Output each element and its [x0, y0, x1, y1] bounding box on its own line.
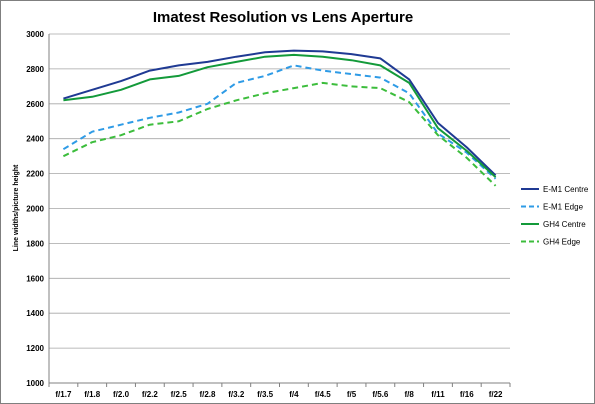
y-tick-label: 2200 [26, 170, 44, 179]
x-tick-label: f/2.2 [142, 390, 159, 399]
y-axis-label: Line widths/picture height [13, 164, 20, 251]
y-tick-label: 1600 [26, 274, 44, 283]
x-tick-label: f/2.8 [199, 390, 216, 399]
series-line-gh4-centre [63, 53, 497, 178]
y-tick-label: 1000 [26, 379, 44, 388]
x-tick-label: f/22 [489, 390, 503, 399]
y-tick-label: 3000 [26, 30, 44, 39]
x-tick-label: f/2.5 [171, 390, 188, 399]
legend-label: GH4 Edge [543, 238, 581, 247]
x-tick-label: f/3.2 [228, 390, 245, 399]
y-tick-label: 2400 [26, 135, 44, 144]
legend-label: GH4 Centre [543, 220, 586, 229]
y-tick-label: 2000 [26, 205, 44, 214]
x-tick-label: f/1.8 [84, 390, 101, 399]
series-line-gh4-edge [62, 81, 497, 187]
series-line-e-m1-centre [63, 49, 497, 177]
gridlines [49, 33, 510, 384]
x-tick-label: f/1.7 [55, 390, 72, 399]
y-tick-label: 2800 [26, 65, 44, 74]
y-tick-label: 2600 [26, 100, 44, 109]
x-tick-label: f/2.0 [113, 390, 130, 399]
x-tick-label: f/5.6 [372, 390, 389, 399]
y-tick-label: 1200 [26, 344, 44, 353]
legend-label: E-M1 Edge [543, 203, 584, 212]
x-tick-label: f/3.5 [257, 390, 274, 399]
x-tick-label: f/16 [460, 390, 474, 399]
chart-title: Imatest Resolution vs Lens Aperture [153, 9, 413, 26]
x-tick-label: f/8 [404, 390, 414, 399]
series-line-e-m1-edge [62, 64, 497, 180]
legend-label: E-M1 Centre [543, 185, 589, 194]
x-tick-label: f/4.5 [315, 390, 332, 399]
x-tick-label: f/11 [431, 390, 445, 399]
x-tick-label: f/4 [289, 390, 299, 399]
x-tick-label: f/5 [347, 390, 357, 399]
series-lines [62, 49, 497, 187]
y-tick-label: 1400 [26, 309, 44, 318]
axes: 1000 1200 1400 1600 1800 2000 2200 2400 2600 2800… [26, 30, 511, 399]
legend: E-M1 Centre E-M1 Edge GH4 Centre GH4 Edge [521, 185, 589, 247]
y-tick-label: 1800 [26, 239, 44, 248]
